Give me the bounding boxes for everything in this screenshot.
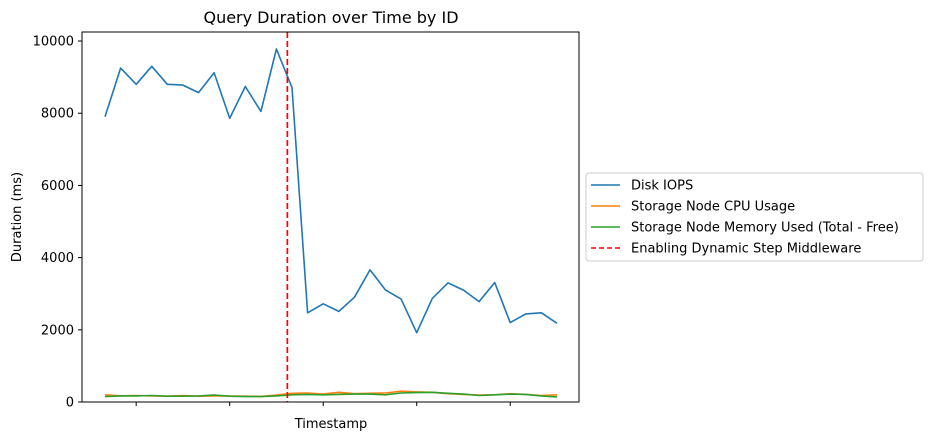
legend-label: Enabling Dynamic Step Middleware: [631, 242, 861, 257]
y-tick-label: 4000: [41, 251, 74, 266]
y-axis-ticks: 0 2000 4000 6000 8000 10000: [33, 35, 82, 411]
x-axis-ticks: [135, 402, 511, 406]
x-axis-label: Timestamp: [294, 417, 368, 432]
legend-label: Storage Node Memory Used (Total - Free): [631, 221, 899, 236]
legend: Disk IOPS Storage Node CPU Usage Storage N…: [585, 172, 924, 262]
legend-frame: [585, 172, 924, 262]
plot-frame: [81, 31, 580, 403]
chart-title: Query Duration over Time by ID: [203, 8, 458, 27]
series-line-0: [104, 48, 558, 334]
y-axis-label: Duration (ms): [10, 172, 25, 262]
y-tick-label: 10000: [33, 35, 74, 50]
legend-label: Disk IOPS: [631, 179, 693, 194]
series-line-2: [104, 391, 558, 398]
y-tick-label: 8000: [41, 107, 74, 122]
y-tick-label: 0: [66, 396, 74, 411]
plot-area: [104, 32, 558, 402]
legend-label: Storage Node CPU Usage: [631, 200, 795, 215]
y-tick-label: 6000: [41, 179, 74, 194]
y-tick-label: 2000: [41, 323, 74, 338]
